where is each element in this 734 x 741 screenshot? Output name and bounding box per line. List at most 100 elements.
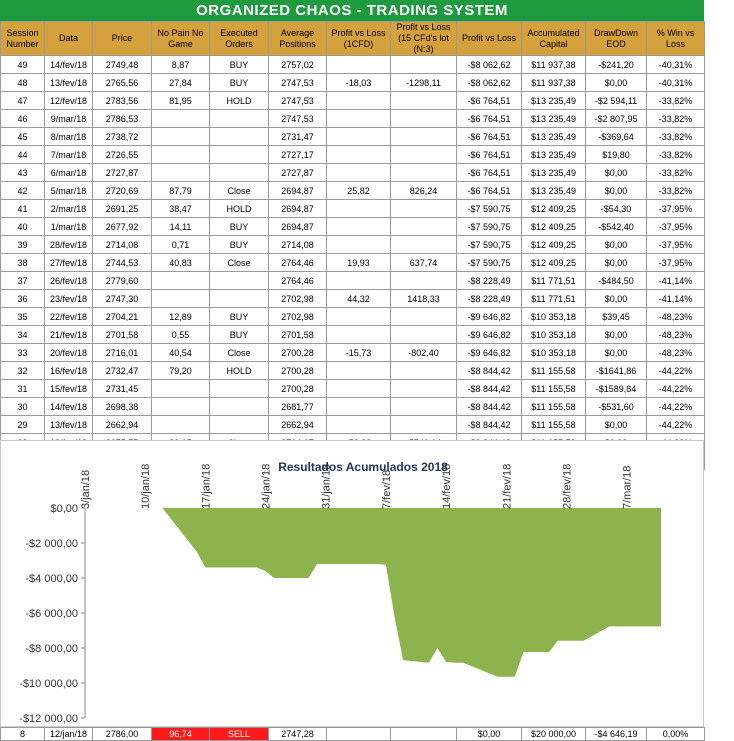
x-tick-label: 14/fev/18	[441, 464, 453, 509]
cell-no-pain-no-game: 95,33	[151, 397, 210, 416]
cell-date: 27/fev/18	[44, 253, 93, 272]
cell-pl-1cfd	[326, 109, 391, 128]
table-header-row: Session Number Data Price No Pain No Gam…	[0, 21, 705, 56]
cell-capital: $11 155,58	[521, 361, 586, 380]
cell-drawdown: $0,00	[585, 253, 647, 272]
cell-average: 2727,17	[268, 145, 327, 164]
cell-win-loss: -44,22%	[646, 379, 705, 398]
cell-win-loss: -37,95%	[646, 217, 705, 236]
cell-pl-15cfd	[390, 163, 457, 182]
cell-date: 12/jan/18	[44, 727, 93, 741]
cell-average: 2694,87	[268, 217, 327, 236]
cell-drawdown: -$531,60	[585, 397, 647, 416]
cell-pl-1cfd: 25,82	[326, 181, 391, 200]
cell-capital: $13 235,49	[521, 109, 586, 128]
cell-date: 28/fev/18	[44, 235, 93, 254]
cell-order: BUY	[209, 55, 269, 74]
cell-session: 44	[0, 145, 45, 164]
cell-drawdown: $0,00	[585, 235, 647, 254]
table-row: 40 1/mar/18 2677,92 14,11 BUY 2694,87 -$7 590,…	[0, 217, 705, 236]
cell-pl-15cfd: -802,40	[390, 343, 457, 362]
table-row: 47 12/fev/18 2783,56 81,95 HOLD 2747,53 -$6 76…	[0, 91, 705, 110]
table-row: 34 21/fev/18 2701,58 0,55 BUY 2701,58 -$9 646,…	[0, 325, 705, 344]
cell-average: 2747,53	[268, 73, 327, 92]
cell-date: 5/mar/18	[44, 181, 93, 200]
cell-pl-1cfd	[326, 397, 391, 416]
cell-pl-15cfd: 826,24	[390, 181, 457, 200]
cell-win-loss: -40,31%	[646, 73, 705, 92]
cell-pl: -$6 764,51	[456, 181, 522, 200]
header-date: Data	[44, 21, 93, 56]
header-average-positions: Average Positions	[268, 21, 327, 56]
cell-pl-15cfd: 637,74	[390, 253, 457, 272]
cell-capital: $10 353,18	[521, 307, 586, 326]
cell-capital: $11 771,51	[521, 271, 586, 290]
cell-order: HOLD	[209, 91, 269, 110]
cell-price: 2726,55	[92, 145, 152, 164]
cell-pl-1cfd	[326, 271, 391, 290]
cell-capital: $11 937,38	[521, 73, 586, 92]
cell-no-pain-no-game: 0,55	[151, 325, 210, 344]
y-tick-label: -$10 000,00	[19, 678, 78, 690]
cell-pl-1cfd: -15,73	[326, 343, 391, 362]
table-row: 49 14/fev/18 2749,48 8,87 BUY 2757,02 -$8 062,…	[0, 55, 705, 74]
header-profit-loss-15cfd: Profit vs Loss (15 CFd's lot (N:3)	[390, 21, 457, 56]
table-row: 31 15/fev/18 2731,45 145,14 SELL 2700,28 -$8 8…	[0, 379, 705, 398]
bottom-row-table: 8 12/jan/18 2786,00 96,74 SELL 2747,28 $…	[0, 727, 705, 741]
cell-pl: -$6 764,51	[456, 163, 522, 182]
cell-session: 41	[0, 199, 45, 218]
x-tick-label: 31/jan/18	[321, 464, 333, 509]
cell-no-pain-no-game: 99,95	[151, 109, 210, 128]
cell-pl-1cfd: -18,03	[326, 73, 391, 92]
cell-session: 30	[0, 397, 45, 416]
cell-session: 33	[0, 343, 45, 362]
cell-drawdown: -$542,40	[585, 217, 647, 236]
table-row: 8 12/jan/18 2786,00 96,74 SELL 2747,28 $…	[0, 727, 705, 741]
cell-average: 2731,47	[268, 127, 327, 146]
cell-pl-1cfd	[326, 379, 391, 398]
cell-date: 12/fev/18	[44, 91, 93, 110]
cell-no-pain-no-game: 14,11	[151, 217, 210, 236]
cell-session: 46	[0, 109, 45, 128]
cell-no-pain-no-game: 145,14	[151, 379, 210, 398]
accumulated-results-chart: Resultados Acumulados 2018 $0,00 -$2 000,0…	[19, 460, 687, 725]
table-row: 30 14/fev/18 2698,38 95,33 SELL 2681,77 -$8 84…	[0, 397, 705, 416]
cell-pl-1cfd: 19,93	[326, 253, 391, 272]
cell-average: 2694,87	[268, 181, 327, 200]
cell-pl: -$8 062,62	[456, 73, 522, 92]
cell-capital: $10 353,18	[521, 325, 586, 344]
cell-pl: -$6 764,51	[456, 127, 522, 146]
cell-date: 13/fev/18	[44, 73, 93, 92]
table-row: 38 27/fev/18 2744,53 40,83 Close 2764,46 19,93…	[0, 253, 705, 272]
cell-pl-15cfd	[390, 379, 457, 398]
cell-no-pain-no-game: 99,08	[151, 289, 210, 308]
cell-win-loss: -37,95%	[646, 235, 705, 254]
cell-capital: $13 235,49	[521, 127, 586, 146]
cell-average: 2694,87	[268, 199, 327, 218]
cell-average: 2700,28	[268, 343, 327, 362]
cell-average: 2681,77	[268, 397, 327, 416]
cell-no-pain-no-game: 98,75	[151, 271, 210, 290]
x-tick-label: 28/fev/18	[561, 464, 573, 509]
cell-pl: -$8 844,42	[456, 415, 522, 434]
cell-capital: $20 000,00	[521, 727, 586, 741]
cell-pl-15cfd	[390, 127, 457, 146]
cell-no-pain-no-game: 12,89	[151, 307, 210, 326]
cell-win-loss: -48,23%	[646, 343, 705, 362]
y-tick-label: -$8 000,00	[25, 643, 78, 655]
cell-price: 2691,25	[92, 199, 152, 218]
cell-pl-1cfd	[326, 127, 391, 146]
cell-pl: -$7 590,75	[456, 253, 522, 272]
cell-no-pain-no-game: 79,20	[151, 361, 210, 380]
cell-session: 29	[0, 415, 45, 434]
cell-order: HOLD	[209, 199, 269, 218]
x-tick-label: 21/fev/18	[501, 464, 513, 509]
cell-no-pain-no-game: 40,54	[151, 343, 210, 362]
cell-pl-15cfd	[390, 271, 457, 290]
cell-date: 26/fev/18	[44, 271, 93, 290]
cell-pl-15cfd: 1418,33	[390, 289, 457, 308]
table-row: 42 5/mar/18 2720,69 87,79 Close 2694,87 25,82 8…	[0, 181, 705, 200]
cell-order: Close	[209, 181, 269, 200]
cell-price: 2738,72	[92, 127, 152, 146]
cell-pl-1cfd	[326, 217, 391, 236]
